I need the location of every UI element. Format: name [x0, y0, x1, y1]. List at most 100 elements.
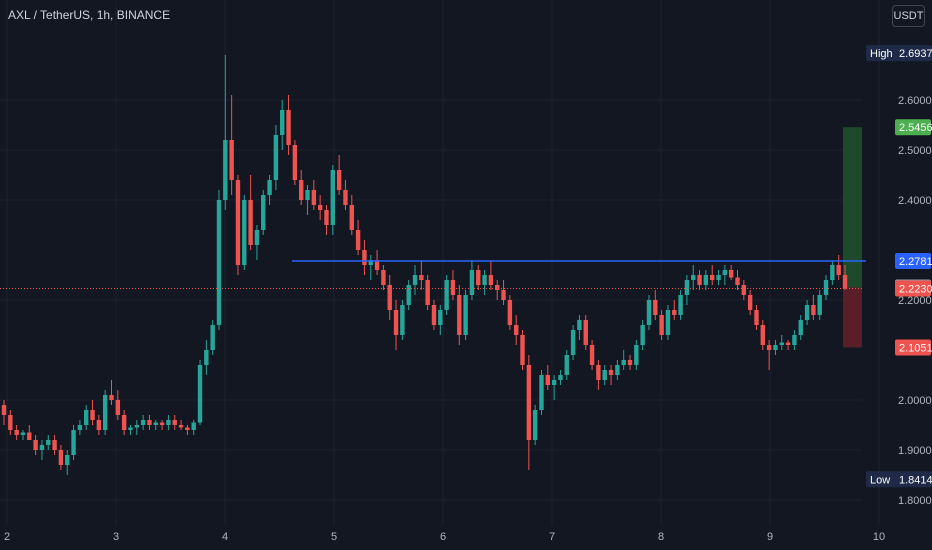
- time-tick-label: 3: [113, 531, 119, 543]
- candle-up: [602, 370, 607, 380]
- grid-lines: [0, 0, 880, 525]
- candle-down: [760, 325, 765, 345]
- time-tick-label: 6: [440, 531, 446, 543]
- candle-down: [672, 310, 677, 315]
- candle-up: [551, 380, 557, 385]
- candle-down: [393, 310, 399, 335]
- candle-up: [570, 330, 576, 355]
- price-tick-label: 2.0000: [898, 395, 932, 407]
- candle-down: [520, 335, 525, 365]
- profit-zone[interactable]: [843, 127, 862, 288]
- candle-down: [178, 425, 184, 428]
- candle-down: [14, 430, 19, 435]
- candle-up: [39, 445, 45, 450]
- candle-down: [507, 300, 513, 325]
- candle-down: [115, 400, 121, 415]
- candle-up: [678, 295, 683, 315]
- low-marker-value: 1.8414: [899, 474, 932, 486]
- candle-up: [722, 270, 728, 275]
- candle-down: [842, 275, 848, 289]
- candle-up: [444, 280, 449, 310]
- candle-up: [46, 440, 51, 445]
- candle-down: [583, 320, 588, 345]
- candle-down: [457, 295, 462, 335]
- candle-down: [311, 190, 317, 205]
- candle-down: [362, 250, 367, 265]
- candle-up: [716, 275, 721, 280]
- price-tick-label: 2.5000: [898, 145, 932, 157]
- candle-down: [710, 275, 715, 280]
- candle-up: [242, 200, 247, 265]
- candle-up: [330, 170, 336, 225]
- candle-up: [558, 375, 563, 380]
- candle-down: [387, 285, 392, 310]
- candle-down: [185, 427, 190, 430]
- candle-down: [526, 365, 532, 440]
- candle-down: [608, 370, 614, 375]
- candle-down: [476, 270, 481, 285]
- candle-down: [513, 325, 519, 335]
- candle-down: [589, 345, 595, 365]
- stop-price-tag-bg: [895, 339, 931, 356]
- candle-down: [627, 360, 633, 365]
- candle-up: [564, 355, 569, 375]
- loss-zone[interactable]: [843, 287, 862, 348]
- price-tick-label: 2.4000: [898, 195, 932, 207]
- candle-down: [545, 375, 551, 385]
- candle-up: [166, 420, 171, 425]
- candle-up: [615, 365, 620, 375]
- candle-down: [33, 440, 38, 450]
- candle-down: [147, 420, 152, 425]
- candle-down: [292, 145, 298, 180]
- price-tick-label: 1.9000: [898, 445, 932, 457]
- price-axis[interactable]: 2.6000 2.5000 2.4000 2.2000 2.0000 1.9000 1.80…: [898, 95, 932, 507]
- candle-up: [197, 365, 203, 423]
- candle-down: [431, 305, 437, 325]
- candle-down: [8, 415, 13, 430]
- candle-up: [412, 275, 418, 285]
- candle-up: [463, 295, 468, 335]
- candle-up: [84, 410, 89, 425]
- candle-up: [634, 345, 639, 365]
- time-tick-label: 10: [873, 531, 885, 543]
- candle-up: [77, 425, 83, 430]
- candle-up: [406, 285, 411, 305]
- candle-up: [823, 280, 829, 295]
- price-tags: High2.6937Low1.84142.54562.27812.22502.2…: [866, 45, 932, 488]
- candle-up: [204, 350, 209, 365]
- candles: [1, 55, 848, 475]
- candle-up: [400, 305, 405, 335]
- time-tick-label: 4: [222, 531, 228, 543]
- candle-up: [71, 430, 76, 455]
- target-price-tag: 2.5456: [899, 122, 932, 134]
- candle-up: [577, 320, 582, 330]
- time-tick-label: 9: [767, 531, 773, 543]
- candle-up: [223, 140, 228, 200]
- candle-down: [425, 280, 430, 305]
- candle-up: [261, 195, 266, 230]
- candle-down: [355, 230, 361, 250]
- low-marker-bg: [866, 471, 932, 488]
- candle-up: [368, 260, 373, 265]
- candle-down: [659, 315, 664, 335]
- candle-down: [501, 290, 506, 300]
- time-axis[interactable]: 2 3 4 5 6 7 8 9 10: [4, 531, 885, 543]
- currency-button[interactable]: USDT: [892, 5, 925, 27]
- candle-down: [728, 270, 734, 278]
- price-tick-label: 2.6000: [898, 95, 932, 107]
- candle-up: [773, 345, 778, 350]
- candle-up: [469, 270, 475, 295]
- candle-down: [785, 342, 791, 345]
- candle-up: [539, 375, 544, 410]
- symbol-title[interactable]: AXL / TetherUS, 1h, BINANCE: [8, 8, 171, 22]
- candle-up: [216, 200, 222, 325]
- candle-down: [747, 295, 753, 310]
- candle-up: [280, 110, 285, 135]
- candle-down: [248, 200, 253, 245]
- candle-up: [684, 280, 690, 295]
- candle-down: [298, 180, 304, 200]
- candle-down: [754, 310, 759, 325]
- candle-up: [273, 135, 279, 180]
- price-tick-label: 2.2000: [898, 295, 932, 307]
